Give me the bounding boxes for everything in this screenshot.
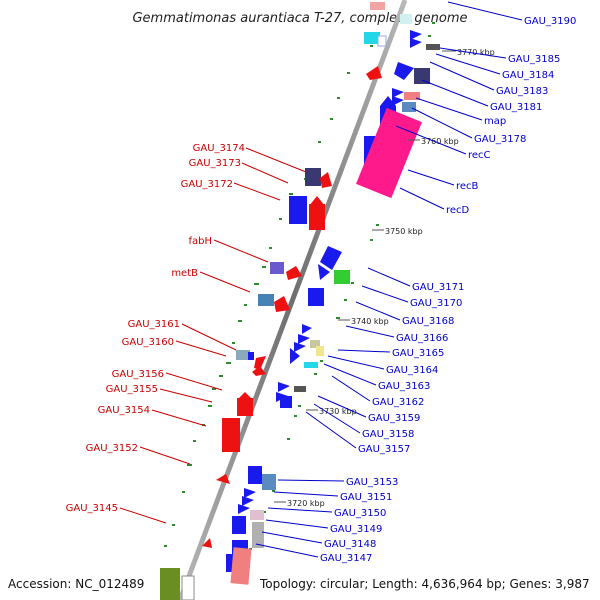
left-dot-track bbox=[164, 45, 373, 547]
gene-label: GAU_3151 bbox=[340, 492, 392, 503]
tick-label: 3740 kbp bbox=[351, 317, 389, 326]
gene-label: GAU_3190 bbox=[524, 16, 576, 27]
gene-label: recD bbox=[446, 205, 470, 216]
genome-backbone bbox=[177, 0, 408, 600]
tick-label: 3770 kbp bbox=[457, 48, 495, 57]
right-label-text: GAU_3190 GAU_3185 GAU_3184 GAU_3183 GAU_… bbox=[320, 16, 576, 564]
gene-label: GAU_3162 bbox=[372, 397, 424, 408]
gene-label: GAU_3183 bbox=[496, 86, 548, 97]
map-title: Gemmatimonas aurantiaca T-27, complete g… bbox=[132, 11, 467, 26]
left-strand-genes bbox=[202, 2, 387, 548]
gene-label: GAU_3145 bbox=[66, 503, 118, 514]
gene-label: GAU_3170 bbox=[410, 298, 462, 309]
tick-label: 3720 kbp bbox=[287, 499, 325, 508]
gene-label: GAU_3160 bbox=[122, 337, 174, 348]
right-strand-genes bbox=[160, 14, 440, 600]
tick-label: 3750 kbp bbox=[385, 227, 423, 236]
left-labels bbox=[119, 147, 307, 524]
gene-label: GAU_3149 bbox=[330, 524, 382, 535]
gene-label: GAU_3159 bbox=[368, 413, 420, 424]
tick-label: 3730 kbp bbox=[319, 407, 357, 416]
accession-text: Accession: NC_012489 bbox=[8, 577, 144, 591]
gene-label: GAU_3173 bbox=[189, 158, 241, 169]
gene-label: GAU_3163 bbox=[378, 381, 430, 392]
gene-label: GAU_3148 bbox=[324, 539, 376, 550]
gene-label: GAU_3154 bbox=[98, 405, 150, 416]
gene-label: GAU_3181 bbox=[490, 102, 542, 113]
gene-label: GAU_3184 bbox=[502, 70, 554, 81]
gene-label: GAU_3161 bbox=[128, 319, 180, 330]
gene-label: GAU_3165 bbox=[392, 348, 444, 359]
right-labels bbox=[255, 1, 523, 558]
gene-label: GAU_3156 bbox=[112, 369, 164, 380]
gene-label: GAU_3174 bbox=[193, 143, 245, 154]
gene-label: GAU_3147 bbox=[320, 553, 372, 564]
gene-label: fabH bbox=[188, 236, 212, 247]
gene-label: GAU_3178 bbox=[474, 134, 526, 145]
gene-label: GAU_3164 bbox=[386, 365, 438, 376]
gene-label: GAU_3168 bbox=[402, 316, 454, 327]
left-label-text: GAU_3174 GAU_3173 GAU_3172 fabH metB GAU… bbox=[66, 143, 245, 514]
gene-label: GAU_3172 bbox=[181, 179, 233, 190]
gene-label: metB bbox=[171, 268, 198, 279]
gene-label: GAU_3155 bbox=[106, 384, 158, 395]
gene-label: GAU_3171 bbox=[412, 282, 464, 293]
gene-label: GAU_3152 bbox=[86, 443, 138, 454]
gene-label: GAU_3150 bbox=[334, 508, 386, 519]
gene-label: recC bbox=[468, 150, 491, 161]
genome-summary: Topology: circular; Length: 4,636,964 bp… bbox=[259, 577, 590, 591]
gene-label: GAU_3166 bbox=[396, 333, 448, 344]
position-ticks: 3770 kbp 3760 kbp 3750 kbp 3740 kbp 3730… bbox=[274, 48, 495, 508]
gene-label: GAU_3185 bbox=[508, 54, 560, 65]
tick-label: 3760 kbp bbox=[421, 137, 459, 146]
gene-label: map bbox=[484, 116, 506, 127]
gene-label: GAU_3153 bbox=[346, 477, 398, 488]
gene-label: GAU_3157 bbox=[358, 444, 410, 455]
gene-label: recB bbox=[456, 181, 479, 192]
gene-label: GAU_3158 bbox=[362, 429, 414, 440]
